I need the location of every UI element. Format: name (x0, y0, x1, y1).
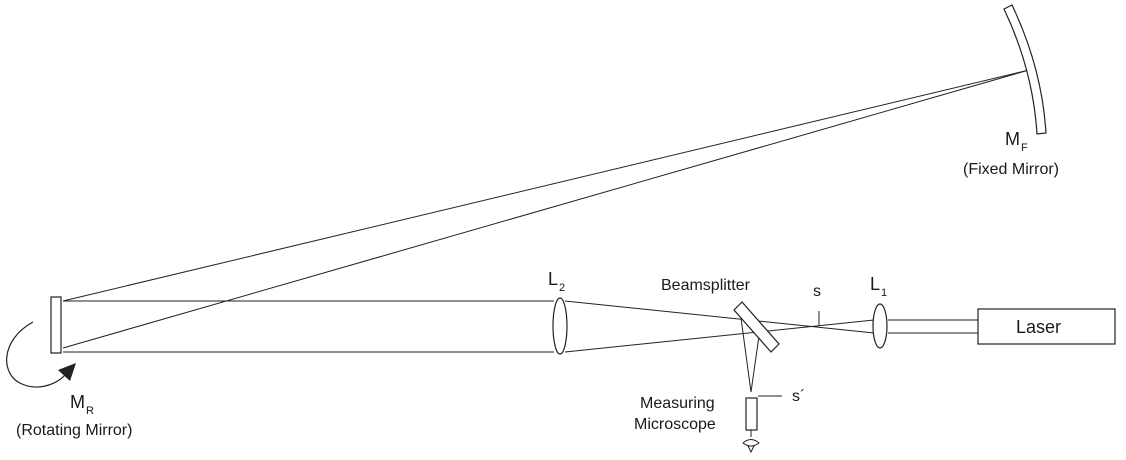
image-point-label: s´ (792, 388, 805, 405)
ray-mr-to-mf-top (62, 69, 1030, 302)
fixed-mirror-subscript: F (1021, 142, 1028, 154)
laser-body (977, 308, 1116, 345)
lens-l1: L 1 (870, 274, 888, 349)
rotating-mirror-symbol: M (70, 392, 85, 412)
rotating-mirror-body (50, 296, 62, 354)
fixed-mirror: M F (Fixed Mirror) (963, 4, 1059, 178)
rotation-arrow-icon (6, 321, 67, 388)
microscope-tube (745, 397, 758, 431)
ray-mr-to-mf-bottom (62, 69, 1030, 349)
ray-to-microscope-right (750, 335, 760, 393)
light-rays (62, 69, 1030, 393)
microscope-label-line1: Measuring (640, 395, 715, 412)
laser: Laser (977, 308, 1116, 345)
laser-label: Laser (1016, 317, 1061, 337)
ray-to-microscope-left (740, 317, 752, 393)
lens-l1-subscript: 1 (881, 287, 887, 299)
lens-l2: L 2 (548, 269, 568, 355)
eye-pupil-icon (747, 445, 755, 454)
beamsplitter: Beamsplitter (661, 277, 780, 353)
rotating-mirror: M R (Rotating Mirror) (6, 296, 132, 439)
rotation-arrowhead-icon (58, 363, 76, 381)
lens-l2-symbol: L (548, 269, 558, 289)
beamsplitter-label: Beamsplitter (661, 277, 751, 294)
microscope-label-line2: Microscope (634, 416, 716, 433)
source-point-label: s (813, 283, 821, 300)
rotating-mirror-caption: (Rotating Mirror) (16, 422, 132, 439)
ray-l1-to-l2-lower (564, 300, 875, 334)
fixed-mirror-symbol: M (1005, 129, 1020, 149)
fixed-mirror-caption: (Fixed Mirror) (963, 161, 1059, 178)
lens-l1-symbol: L (870, 274, 880, 294)
lens-l2-body (552, 297, 568, 355)
beamsplitter-plate (733, 301, 780, 353)
measuring-microscope: s´ Measuring Microscope (634, 388, 805, 454)
rotating-mirror-subscript: R (86, 405, 94, 417)
eye-icon (742, 439, 760, 447)
fixed-mirror-body (1003, 4, 1047, 135)
lens-l2-subscript: 2 (559, 282, 565, 294)
source-point: s (813, 283, 821, 326)
lens-l1-body (872, 303, 888, 349)
ray-l1-to-l2-upper (564, 319, 875, 353)
